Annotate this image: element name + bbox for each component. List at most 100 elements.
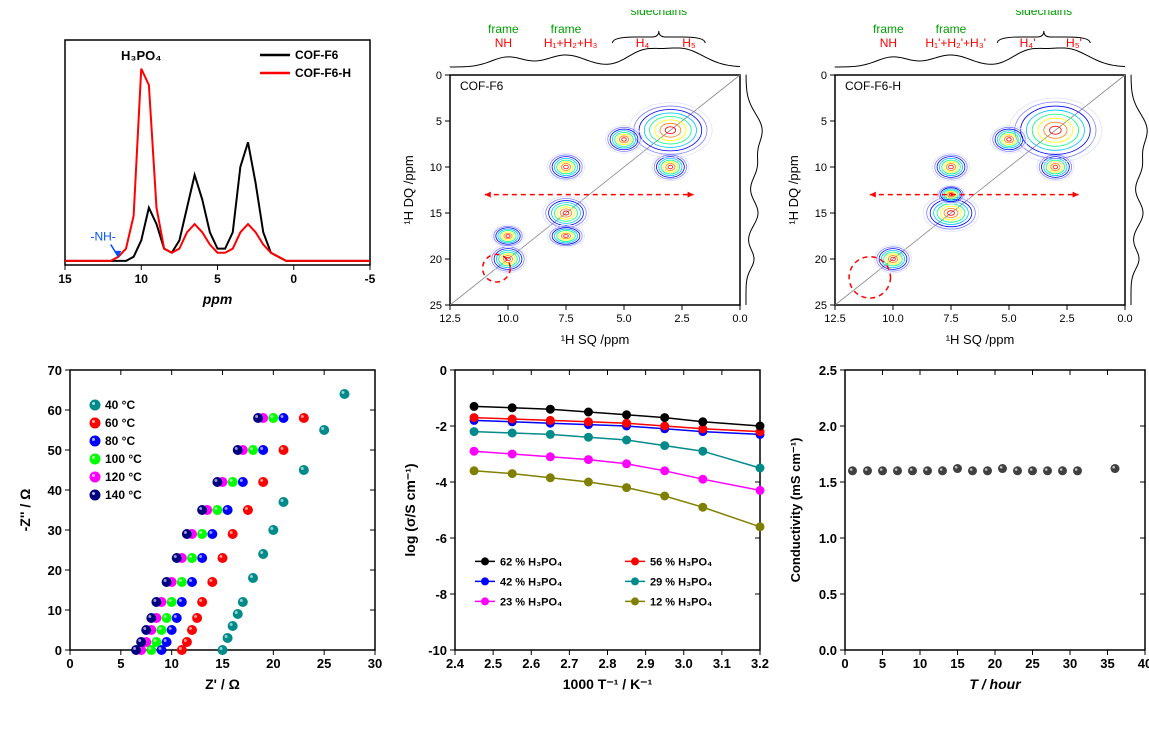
svg-text:2.5: 2.5 — [484, 656, 502, 671]
svg-text:1.0: 1.0 — [819, 531, 837, 546]
svg-text:25: 25 — [430, 300, 442, 312]
svg-text:10: 10 — [135, 272, 149, 286]
panel-nyquist: 051015202530010203040506070Z' / Ω-Z'' / … — [10, 355, 390, 695]
svg-text:5.0: 5.0 — [1001, 313, 1016, 325]
svg-text:2.8: 2.8 — [598, 656, 616, 671]
svg-text:-NH-: -NH- — [90, 229, 115, 243]
svg-text:2.9: 2.9 — [637, 656, 655, 671]
svg-text:10: 10 — [430, 162, 442, 174]
svg-text:0.5: 0.5 — [819, 587, 837, 602]
svg-text:20: 20 — [430, 254, 442, 266]
svg-text:2.0: 2.0 — [819, 419, 837, 434]
svg-text:12.5: 12.5 — [439, 313, 460, 325]
svg-text:¹H SQ /ppm: ¹H SQ /ppm — [946, 332, 1015, 347]
svg-text:62 % H₃PO₄: 62 % H₃PO₄ — [500, 556, 562, 568]
svg-text:H₅: H₅ — [682, 36, 696, 50]
svg-text:5: 5 — [117, 656, 124, 671]
svg-text:-8: -8 — [435, 587, 447, 602]
svg-text:0.0: 0.0 — [732, 313, 747, 325]
svg-text:2.5: 2.5 — [674, 313, 689, 325]
arrhenius-svg: 2.42.52.62.72.82.93.03.13.2-10-8-6-4-201… — [395, 355, 775, 695]
svg-text:-6: -6 — [435, 531, 447, 546]
svg-text:7.5: 7.5 — [558, 313, 573, 325]
svg-text:0: 0 — [55, 643, 62, 658]
svg-text:80 °C: 80 °C — [105, 434, 135, 448]
svg-text:-4: -4 — [435, 475, 447, 490]
svg-text:0: 0 — [841, 656, 848, 671]
svg-text:15: 15 — [950, 656, 964, 671]
panel-nmr-1d: 151050-5ppmH₃PO₄-NH-COF-F6COF-F6-H — [10, 10, 390, 350]
panel-arrhenius: 2.42.52.62.72.82.93.03.13.2-10-8-6-4-201… — [395, 355, 775, 695]
svg-text:¹H DQ /ppm: ¹H DQ /ppm — [401, 155, 416, 224]
svg-text:15: 15 — [215, 656, 229, 671]
svg-text:2.5: 2.5 — [1059, 313, 1074, 325]
svg-text:frame: frame — [873, 22, 904, 36]
svg-text:60: 60 — [48, 403, 62, 418]
svg-text:1.5: 1.5 — [819, 475, 837, 490]
svg-text:3.1: 3.1 — [713, 656, 731, 671]
svg-text:10.0: 10.0 — [497, 313, 518, 325]
svg-text:frame: frame — [551, 22, 582, 36]
svg-text:2.7: 2.7 — [560, 656, 578, 671]
svg-text:H₁'+H₂'+H₃': H₁'+H₂'+H₃' — [925, 36, 985, 50]
panel-conductivity-time: 05101520253035400.00.51.01.52.02.5T / ho… — [780, 355, 1149, 695]
svg-text:Conductivity (mS cm⁻¹): Conductivity (mS cm⁻¹) — [788, 438, 803, 583]
svg-text:3.0: 3.0 — [675, 656, 693, 671]
svg-text:sidechains: sidechains — [1015, 10, 1072, 18]
svg-text:H₄: H₄ — [636, 36, 650, 50]
svg-text:12.5: 12.5 — [824, 313, 845, 325]
dq-sq-cof-f6-svg: 12.510.07.55.02.50.00510152025¹H SQ /ppm… — [395, 10, 775, 350]
svg-text:Z' / Ω: Z' / Ω — [205, 676, 240, 692]
svg-text:7.5: 7.5 — [943, 313, 958, 325]
svg-text:0: 0 — [821, 70, 827, 82]
svg-text:25: 25 — [1025, 656, 1039, 671]
svg-text:H₅': H₅' — [1066, 36, 1082, 50]
svg-text:10: 10 — [164, 656, 178, 671]
svg-text:42 % H₃PO₄: 42 % H₃PO₄ — [500, 576, 562, 588]
svg-text:20: 20 — [815, 254, 827, 266]
svg-text:15: 15 — [430, 208, 442, 220]
svg-text:frame: frame — [488, 22, 519, 36]
svg-text:100 °C: 100 °C — [105, 452, 142, 466]
panel-2d-cof-f6: 12.510.07.55.02.50.00510152025¹H SQ /ppm… — [395, 10, 775, 350]
svg-text:35: 35 — [1100, 656, 1114, 671]
svg-text:50: 50 — [48, 443, 62, 458]
svg-text:H₁+H₂+H₃: H₁+H₂+H₃ — [544, 36, 598, 50]
svg-text:20: 20 — [988, 656, 1002, 671]
svg-text:H₃PO₄: H₃PO₄ — [121, 48, 161, 63]
svg-text:70: 70 — [48, 363, 62, 378]
svg-text:NH: NH — [495, 36, 512, 50]
svg-text:-2: -2 — [435, 419, 447, 434]
svg-text:5: 5 — [879, 656, 886, 671]
svg-text:40 °C: 40 °C — [105, 398, 135, 412]
svg-text:29 % H₃PO₄: 29 % H₃PO₄ — [650, 576, 712, 588]
svg-text:ppm: ppm — [202, 291, 233, 307]
svg-text:10: 10 — [913, 656, 927, 671]
svg-text:-5: -5 — [365, 272, 376, 286]
svg-text:T / hour: T / hour — [969, 676, 1022, 692]
svg-text:0.0: 0.0 — [819, 643, 837, 658]
svg-text:23 % H₃PO₄: 23 % H₃PO₄ — [500, 596, 562, 608]
svg-text:5: 5 — [821, 116, 827, 128]
svg-text:-Z'' / Ω: -Z'' / Ω — [17, 489, 33, 532]
svg-text:0: 0 — [436, 70, 442, 82]
figure-grid: 151050-5ppmH₃PO₄-NH-COF-F6COF-F6-H 12.51… — [10, 10, 1149, 695]
svg-text:25: 25 — [317, 656, 331, 671]
svg-text:log (σ/S cm⁻¹): log (σ/S cm⁻¹) — [402, 463, 418, 556]
svg-text:frame: frame — [936, 22, 967, 36]
svg-text:5.0: 5.0 — [616, 313, 631, 325]
svg-text:30: 30 — [368, 656, 382, 671]
svg-text:140 °C: 140 °C — [105, 488, 142, 502]
svg-text:10: 10 — [815, 162, 827, 174]
svg-text:3.2: 3.2 — [751, 656, 769, 671]
svg-text:COF-F6: COF-F6 — [295, 48, 339, 62]
svg-text:25: 25 — [815, 300, 827, 312]
svg-text:10.0: 10.0 — [882, 313, 903, 325]
dq-sq-cof-f6-h-svg: 12.510.07.55.02.50.00510152025¹H SQ /ppm… — [780, 10, 1149, 350]
svg-text:56 % H₃PO₄: 56 % H₃PO₄ — [650, 556, 712, 568]
svg-text:60 °C: 60 °C — [105, 416, 135, 430]
conductivity-time-svg: 05101520253035400.00.51.01.52.02.5T / ho… — [780, 355, 1149, 695]
svg-text:-10: -10 — [428, 643, 447, 658]
panel-2d-cof-f6-h: 12.510.07.55.02.50.00510152025¹H SQ /ppm… — [780, 10, 1149, 350]
svg-text:0: 0 — [440, 363, 447, 378]
